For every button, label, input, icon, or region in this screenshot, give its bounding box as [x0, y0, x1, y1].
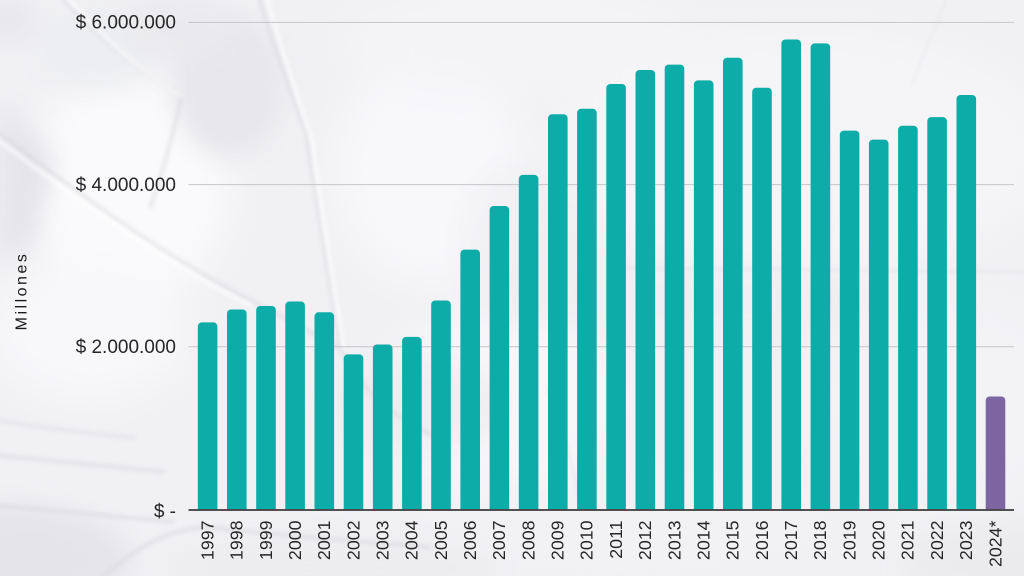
- svg-text:1998: 1998: [227, 520, 247, 560]
- svg-text:2011: 2011: [606, 520, 626, 558]
- svg-text:2005: 2005: [431, 520, 451, 560]
- svg-text:2021: 2021: [898, 520, 918, 560]
- svg-text:2017: 2017: [781, 521, 801, 561]
- svg-text:2003: 2003: [373, 520, 393, 560]
- svg-text:2020: 2020: [869, 520, 889, 560]
- svg-text:$ 2.000.000: $ 2.000.000: [76, 337, 176, 358]
- svg-text:2001: 2001: [314, 520, 334, 560]
- svg-text:$ 4.000.000: $ 4.000.000: [76, 175, 176, 196]
- svg-text:2000: 2000: [285, 520, 305, 560]
- svg-text:2008: 2008: [518, 520, 538, 560]
- svg-text:Millones: Millones: [14, 252, 31, 331]
- svg-text:$ -: $ -: [154, 501, 176, 522]
- svg-text:1997: 1997: [197, 521, 217, 561]
- svg-text:2007: 2007: [489, 521, 509, 561]
- svg-text:1999: 1999: [256, 520, 276, 560]
- svg-text:2006: 2006: [460, 520, 480, 560]
- svg-text:2010: 2010: [577, 520, 597, 560]
- svg-text:2023: 2023: [956, 520, 976, 560]
- svg-text:2015: 2015: [723, 520, 743, 560]
- svg-text:2018: 2018: [810, 520, 830, 560]
- svg-text:2024*: 2024*: [985, 520, 1005, 567]
- svg-text:2016: 2016: [752, 520, 772, 560]
- svg-text:2013: 2013: [664, 520, 684, 560]
- svg-text:2019: 2019: [839, 520, 859, 560]
- svg-text:2014: 2014: [694, 520, 714, 560]
- svg-text:2022: 2022: [927, 521, 947, 561]
- svg-text:2012: 2012: [635, 521, 655, 561]
- svg-text:$ 6.000.000: $ 6.000.000: [76, 13, 176, 34]
- svg-text:2002: 2002: [343, 521, 363, 561]
- svg-text:2009: 2009: [548, 520, 568, 560]
- svg-text:2004: 2004: [402, 520, 422, 560]
